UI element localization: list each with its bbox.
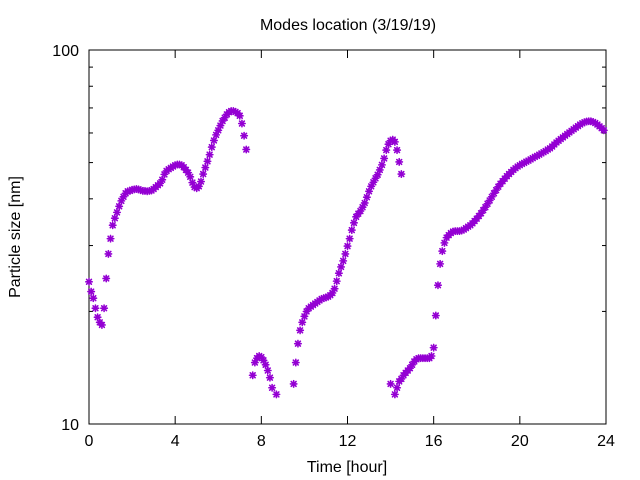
data-point	[334, 269, 343, 278]
data-point	[265, 373, 274, 382]
data-point	[240, 131, 249, 140]
data-point	[358, 203, 367, 212]
data-point	[341, 249, 350, 258]
data-point	[298, 318, 307, 327]
data-point	[104, 249, 113, 258]
data-point	[429, 343, 438, 352]
x-tick-label: 8	[257, 433, 266, 450]
data-point	[199, 170, 208, 179]
x-tick-label: 20	[511, 433, 529, 450]
data-point	[438, 247, 447, 256]
data-point	[433, 281, 442, 290]
data-point	[330, 284, 339, 293]
data-point	[427, 351, 436, 360]
data-point	[197, 177, 206, 186]
data-point	[268, 383, 277, 392]
data-point	[362, 193, 371, 202]
data-point	[293, 339, 302, 348]
x-tick-label: 24	[597, 433, 615, 450]
x-axis: 0 4 8 12 16 20 24	[85, 50, 615, 450]
x-tick-label: 0	[85, 433, 94, 450]
data-point	[360, 198, 369, 207]
data-point	[201, 163, 210, 172]
data-point	[395, 157, 404, 166]
y-axis-label: Particle size [nm]	[7, 176, 24, 298]
data-point	[291, 358, 300, 367]
data-point	[436, 259, 445, 268]
data-point	[186, 172, 195, 181]
data-point	[102, 274, 111, 283]
data-point	[349, 218, 358, 227]
data-point	[209, 136, 218, 145]
data-point	[337, 262, 346, 271]
data-point	[343, 242, 352, 251]
data-point	[108, 221, 117, 230]
data-point	[347, 226, 356, 235]
y-tick-label: 100	[52, 43, 79, 60]
data-point	[235, 111, 244, 120]
data-point	[110, 214, 119, 223]
data-series	[85, 106, 608, 399]
data-point	[272, 390, 281, 399]
data-point	[97, 320, 106, 329]
x-tick-label: 16	[425, 433, 443, 450]
y-tick-label: 10	[61, 417, 79, 434]
data-point	[113, 208, 122, 217]
data-point	[203, 157, 212, 166]
y-axis: 10 100	[52, 43, 606, 434]
chart-title: Modes location (3/19/19)	[260, 17, 436, 34]
x-axis-label: Time [hour]	[307, 459, 387, 476]
data-point	[207, 143, 216, 152]
data-point	[261, 360, 270, 369]
data-point	[397, 170, 406, 179]
data-point	[377, 160, 386, 169]
data-point	[115, 202, 124, 211]
data-point	[248, 371, 257, 380]
data-point	[345, 234, 354, 243]
data-point	[87, 287, 96, 296]
x-tick-label: 12	[339, 433, 357, 450]
x-tick-label: 4	[171, 433, 180, 450]
data-point	[237, 119, 246, 128]
data-point	[289, 379, 298, 388]
data-point	[390, 390, 399, 399]
data-point	[205, 150, 214, 159]
data-point	[106, 234, 115, 243]
data-point	[339, 256, 348, 265]
data-point	[365, 187, 374, 196]
data-point	[386, 379, 395, 388]
data-point	[263, 366, 272, 375]
data-point	[332, 277, 341, 286]
data-point	[100, 304, 109, 313]
data-point	[393, 383, 402, 392]
data-point	[85, 277, 93, 286]
data-point	[393, 146, 402, 155]
data-point	[242, 145, 251, 154]
data-point	[296, 326, 305, 335]
data-point	[91, 304, 100, 313]
data-point	[367, 182, 376, 191]
data-point	[89, 294, 98, 303]
data-point	[382, 146, 391, 155]
data-point	[431, 311, 440, 320]
data-point	[380, 154, 389, 163]
data-point	[390, 137, 399, 146]
data-point	[599, 126, 608, 135]
